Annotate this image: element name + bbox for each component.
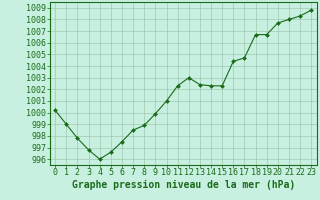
X-axis label: Graphe pression niveau de la mer (hPa): Graphe pression niveau de la mer (hPa) <box>72 180 295 190</box>
